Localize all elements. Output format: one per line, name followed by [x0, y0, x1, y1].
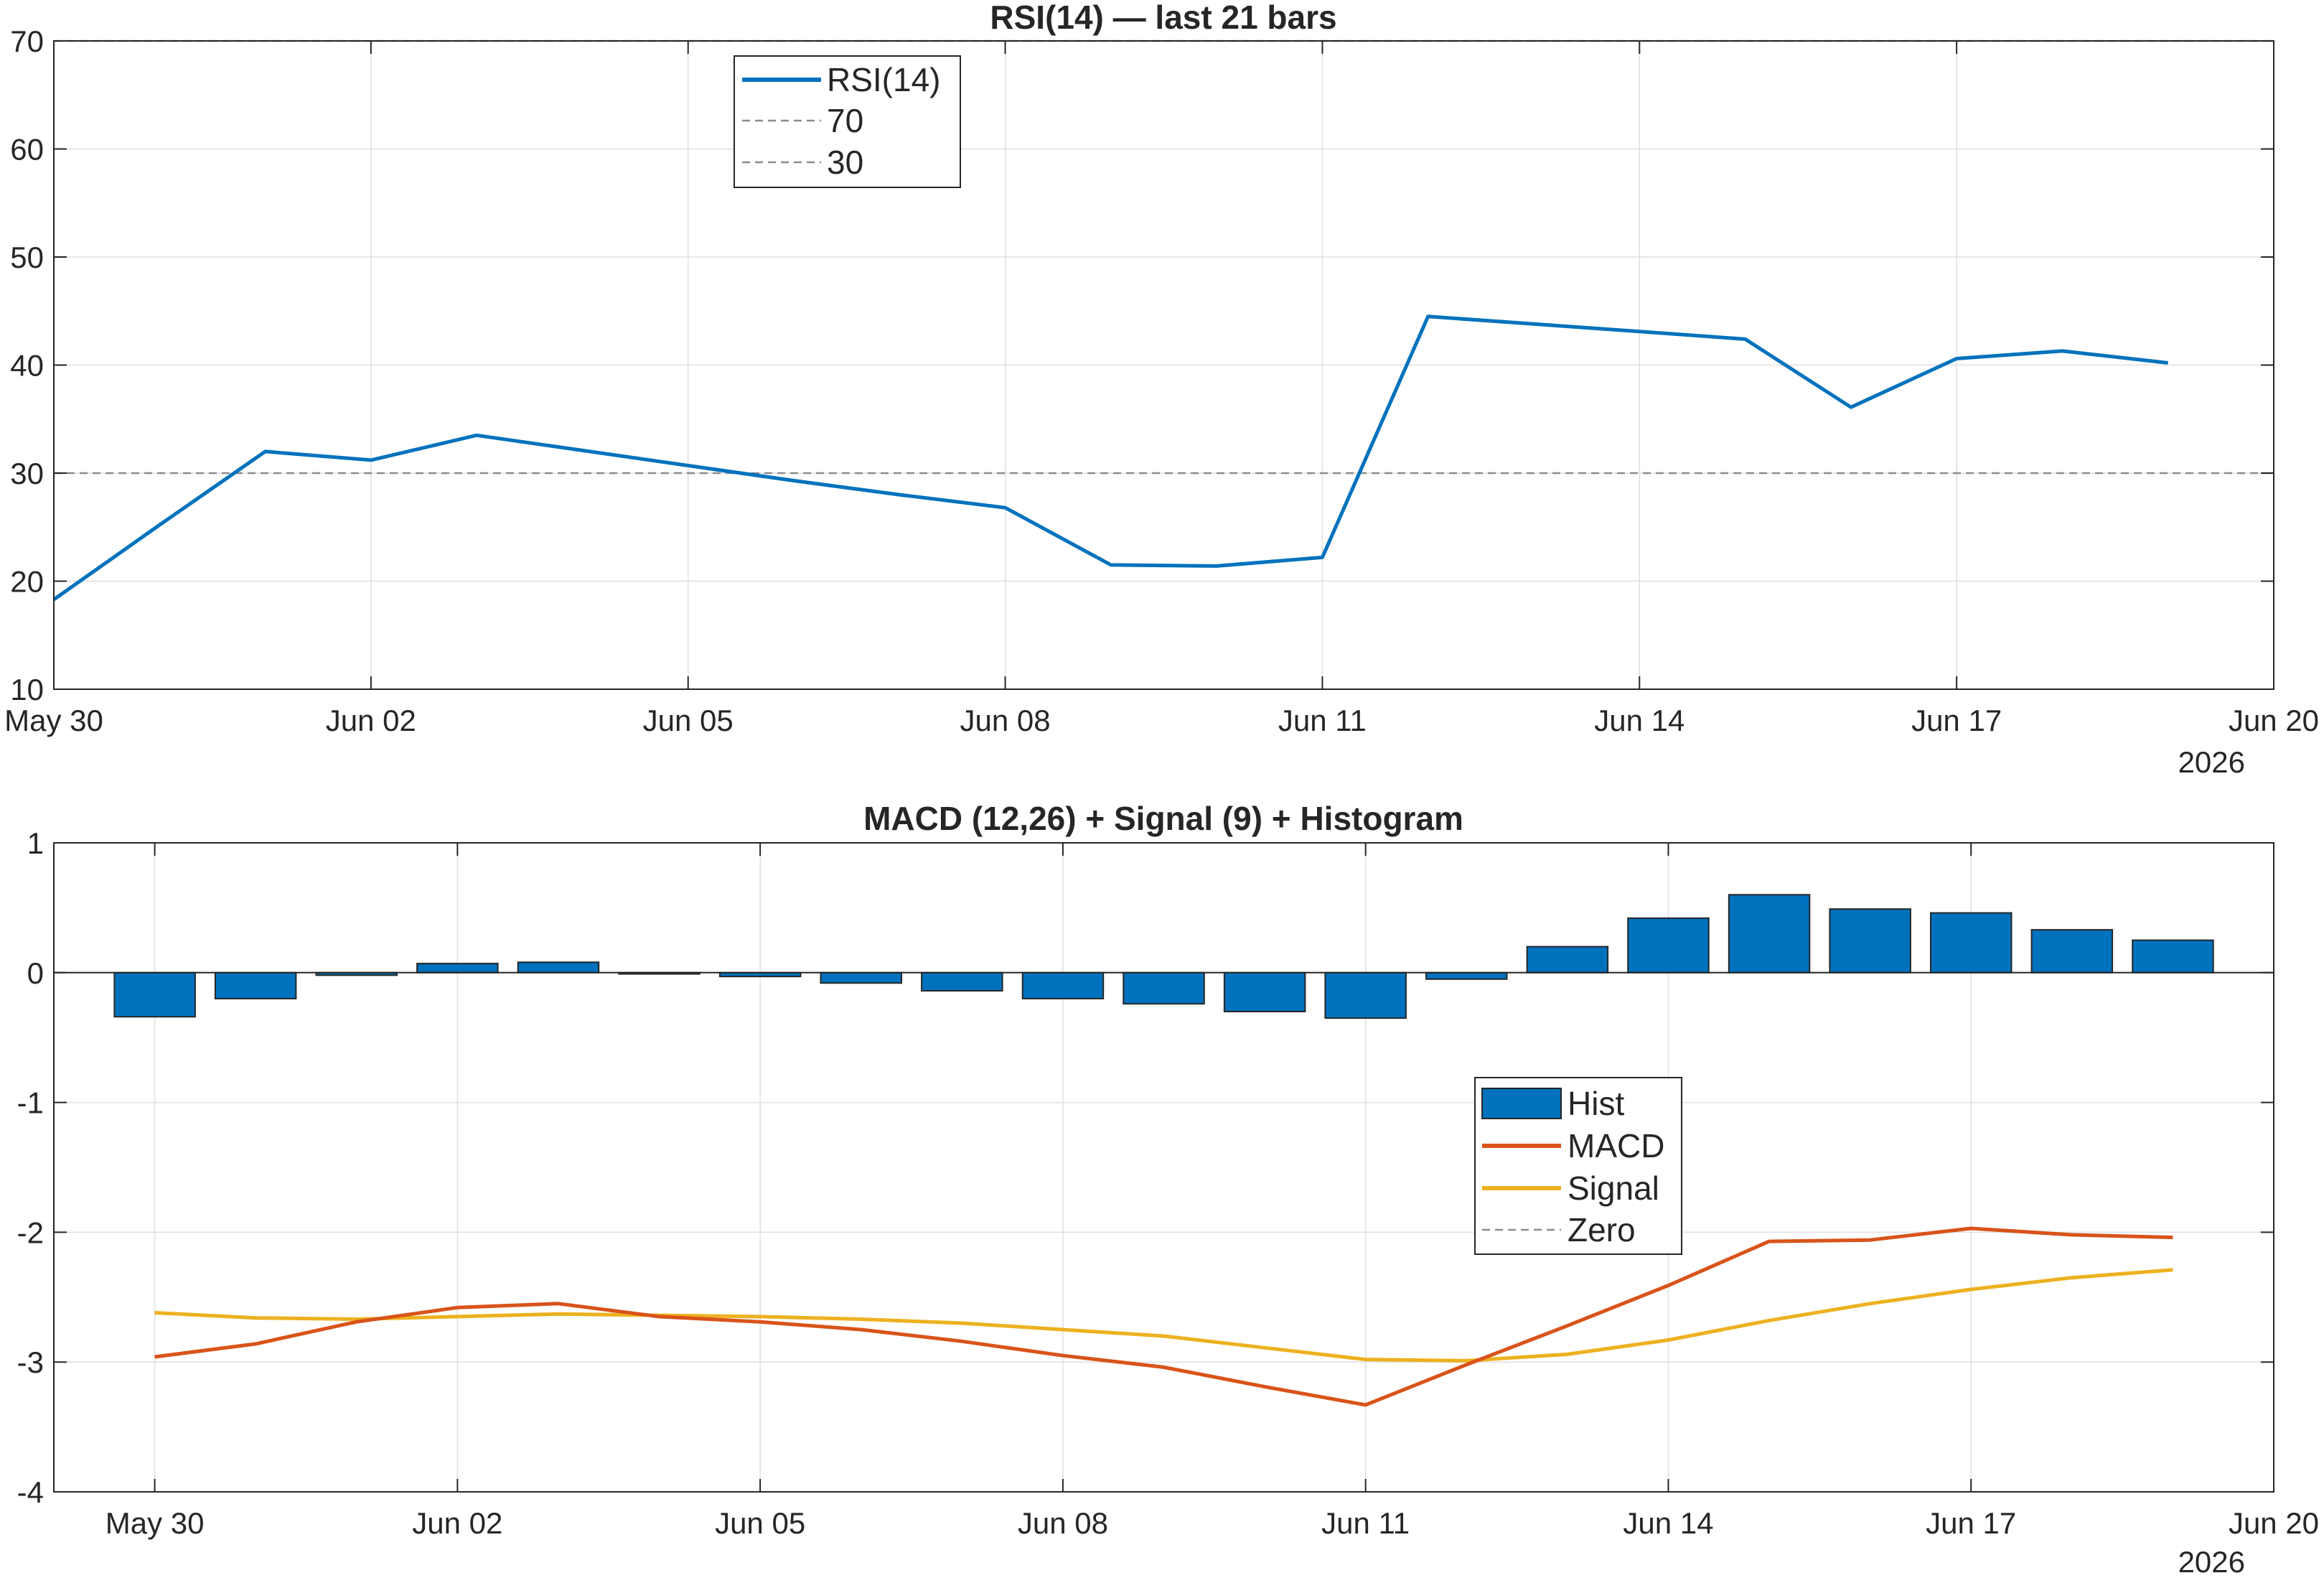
histogram-bar	[1223, 971, 1306, 1013]
rsi-x-tick-label: Jun 11	[1278, 704, 1367, 737]
rsi-y-tick-label: 30	[10, 457, 44, 490]
rsi-legend-label-70: 70	[827, 102, 863, 139]
macd-legend-label-signal: Signal	[1568, 1170, 1659, 1207]
macd-legend-label-macd: MACD	[1568, 1127, 1664, 1164]
rsi-x-tick-label: Jun 17	[1911, 704, 2002, 737]
rsi-tick-marks	[53, 40, 2274, 690]
macd-y-tick-label: -4	[17, 1475, 44, 1509]
rsi-year-label: 2026	[2178, 745, 2245, 779]
macd-x-tick-label: Jun 05	[715, 1506, 805, 1540]
histogram-bar	[1930, 912, 2013, 974]
rsi-x-tick-label: Jun 05	[643, 704, 734, 737]
macd-chart-title: MACD (12,26) + Signal (9) + Histogram	[863, 800, 1463, 837]
macd-panel: -4 -3 -2 -1 0 1 May 30 Jun 02 Jun 05 Jun 08 Jun 1…	[17, 800, 2319, 1578]
histogram-bar	[921, 971, 1003, 992]
macd-legend-swatch-hist	[1481, 1088, 1562, 1119]
rsi-legend-label-rsi: RSI(14)	[827, 61, 940, 98]
rsi-panel: 10 20 30 40 50 60 70 May 30 Jun 02 Jun 05 Jun 08 J…	[4, 0, 2319, 779]
macd-series-lines	[154, 1226, 2173, 1407]
rsi-y-tick-label: 10	[10, 673, 44, 706]
macd-histogram-bars	[113, 894, 2214, 1019]
macd-y-tick-label: -1	[17, 1086, 44, 1120]
histogram-bar	[416, 963, 499, 974]
macd-x-tick-labels: May 30 Jun 02 Jun 05 Jun 08 Jun 11 Jun 14 Jun …	[106, 1506, 2319, 1540]
histogram-bar	[1425, 971, 1508, 980]
signal-line	[154, 1268, 2173, 1363]
macd-legend-label-hist: Hist	[1568, 1085, 1624, 1122]
macd-y-tick-label: -2	[17, 1215, 44, 1249]
rsi-x-tick-label: May 30	[4, 704, 103, 737]
histogram-bar	[1021, 971, 1105, 1000]
rsi-legend-label-30: 30	[827, 144, 863, 181]
histogram-bar	[1627, 917, 1710, 974]
rsi-x-tick-label: Jun 08	[960, 704, 1051, 737]
rsi-x-tick-labels: May 30 Jun 02 Jun 05 Jun 08 Jun 11 Jun 14 Jun …	[4, 704, 2319, 737]
rsi-series	[52, 314, 2168, 602]
rsi-y-tick-label: 70	[10, 24, 44, 58]
macd-axes-box	[53, 842, 2274, 1493]
histogram-bar	[1324, 971, 1407, 1019]
rsi-legend: RSI(14) 70 30	[734, 55, 961, 188]
macd-x-tick-label: Jun 08	[1018, 1506, 1108, 1540]
histogram-bar	[113, 971, 196, 1018]
histogram-bar	[214, 971, 297, 1000]
rsi-gridlines	[54, 41, 2274, 689]
macd-legend-label-zero: Zero	[1568, 1211, 1636, 1248]
macd-y-tick-labels: -4 -3 -2 -1 0 1	[17, 826, 44, 1509]
rsi-y-tick-label: 60	[10, 133, 44, 167]
rsi-x-tick-label: Jun 14	[1594, 704, 1685, 737]
rsi-y-tick-labels: 10 20 30 40 50 60 70	[10, 24, 44, 706]
macd-legend: Hist MACD Signal Zero	[1474, 1077, 1682, 1255]
histogram-bar	[1526, 946, 1609, 974]
macd-x-tick-label: Jun 14	[1623, 1506, 1713, 1540]
macd-x-tick-label: Jun 20	[2229, 1506, 2319, 1540]
macd-y-tick-label: -3	[17, 1345, 44, 1379]
histogram-bar	[2030, 929, 2114, 974]
macd-line	[154, 1226, 2173, 1407]
histogram-bar	[517, 961, 600, 974]
rsi-y-tick-label: 20	[10, 565, 44, 599]
histogram-bar	[820, 971, 902, 984]
macd-x-tick-label: Jun 02	[412, 1506, 502, 1540]
rsi-chart-title: RSI(14) — last 21 bars	[990, 0, 1336, 36]
rsi-x-tick-label: Jun 20	[2229, 704, 2319, 737]
histogram-bar	[1829, 908, 1911, 974]
macd-year-label: 2026	[2178, 1545, 2245, 1578]
histogram-bar	[1728, 894, 1811, 974]
macd-x-tick-label: May 30	[106, 1506, 205, 1540]
macd-y-tick-label: 1	[27, 826, 44, 860]
rsi-line	[52, 314, 2168, 602]
histogram-bar	[2132, 939, 2214, 974]
macd-x-tick-label: Jun 11	[1321, 1506, 1410, 1540]
macd-tick-marks	[54, 842, 2274, 1493]
histogram-bar	[1123, 971, 1205, 1005]
rsi-y-tick-label: 50	[10, 241, 44, 274]
macd-y-tick-label: 0	[27, 956, 44, 990]
rsi-x-tick-label: Jun 02	[326, 704, 416, 737]
macd-x-tick-label: Jun 17	[1926, 1506, 2016, 1540]
rsi-y-tick-label: 40	[10, 349, 44, 383]
